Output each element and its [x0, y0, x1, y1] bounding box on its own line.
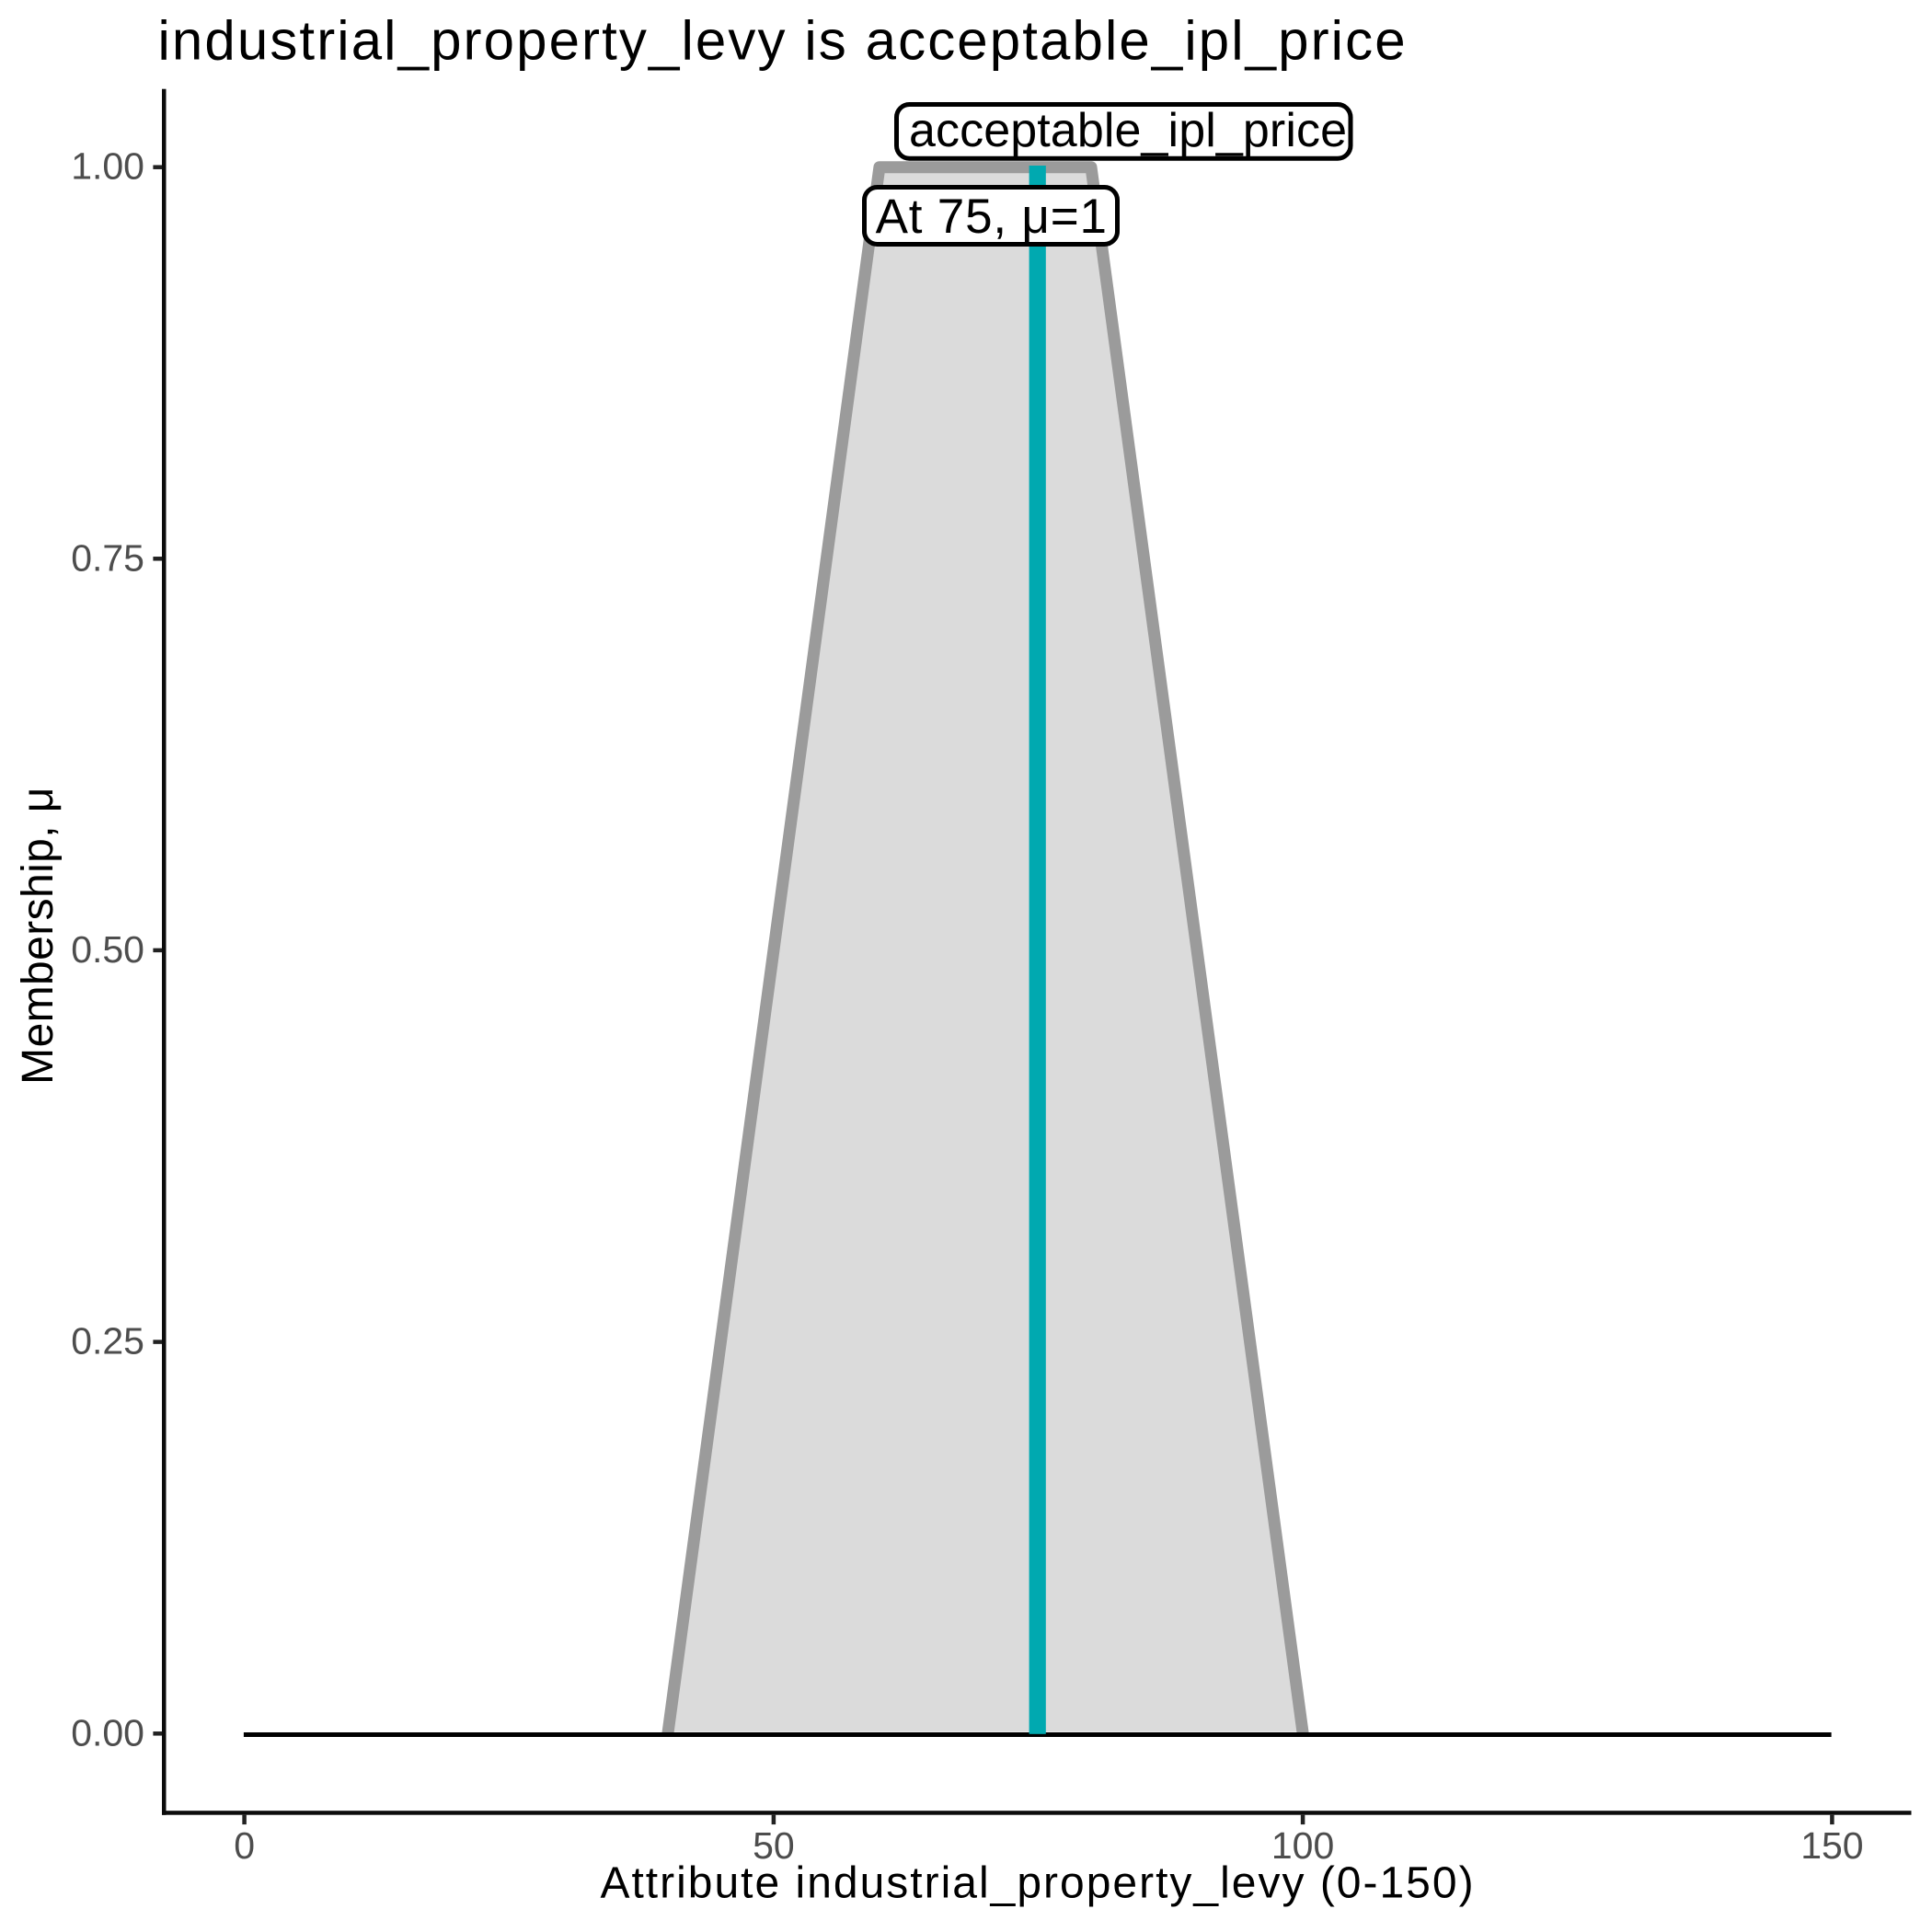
svg-text:0.75: 0.75 — [71, 536, 144, 579]
svg-text:0: 0 — [234, 1824, 255, 1867]
svg-text:50: 50 — [753, 1824, 795, 1867]
svg-text:At 75, μ=1: At 75, μ=1 — [876, 190, 1108, 244]
svg-text:1.00: 1.00 — [71, 145, 144, 188]
svg-text:0.00: 0.00 — [71, 1711, 144, 1754]
svg-text:Membership, μ: Membership, μ — [14, 787, 63, 1085]
svg-text:industrial_property_levy is ac: industrial_property_levy is acceptable_i… — [158, 9, 1408, 71]
svg-text:acceptable_ipl_price: acceptable_ipl_price — [909, 104, 1347, 157]
svg-text:0.25: 0.25 — [71, 1320, 144, 1363]
svg-text:0.50: 0.50 — [71, 928, 144, 971]
svg-text:Attribute industrial_property_: Attribute industrial_property_levy (0-15… — [600, 1859, 1475, 1908]
svg-text:150: 150 — [1800, 1824, 1863, 1867]
svg-text:100: 100 — [1271, 1824, 1334, 1867]
